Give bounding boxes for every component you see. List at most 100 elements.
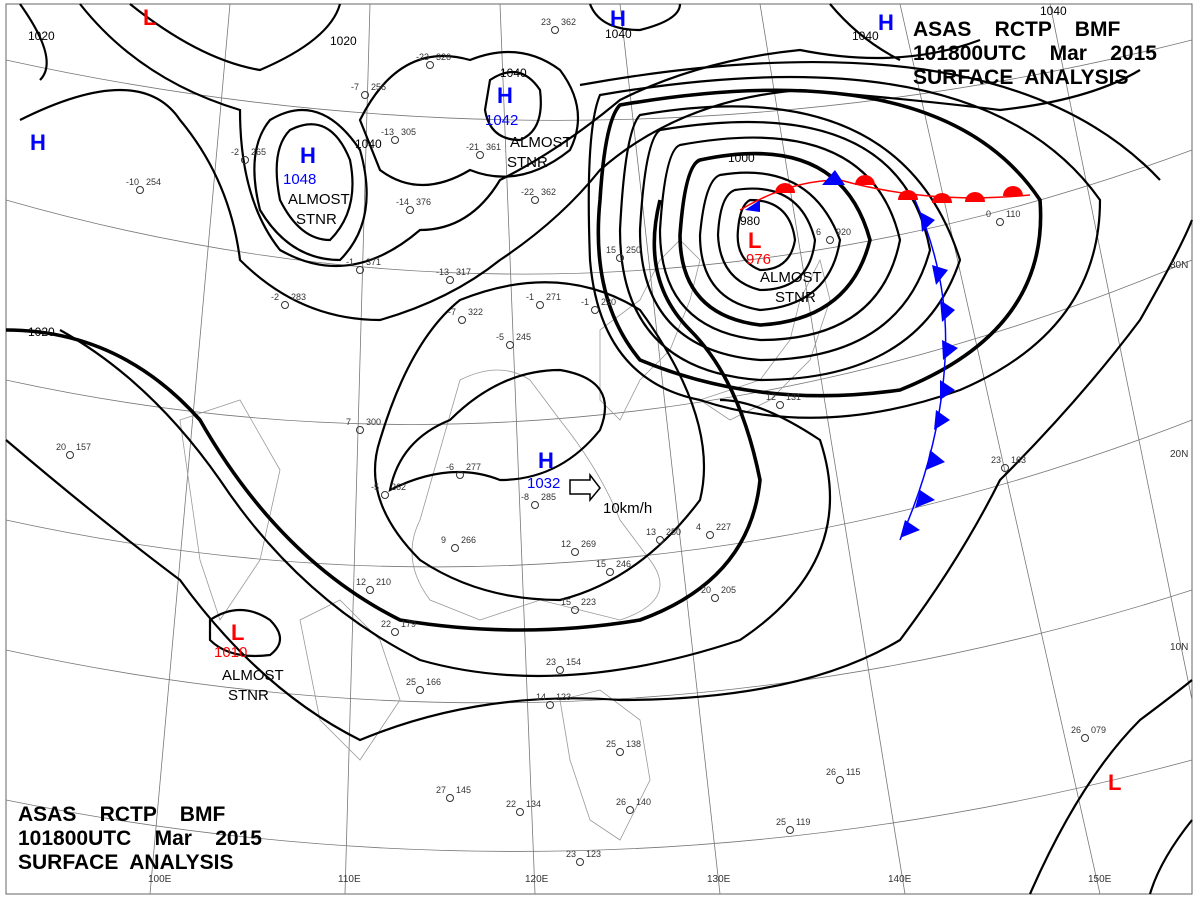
- high-center-value: 1048: [283, 171, 316, 188]
- station-pressure: 254: [146, 177, 161, 187]
- station-temperature: -5: [496, 332, 504, 342]
- station-pressure: 285: [541, 492, 556, 502]
- longitude-label: 150E: [1088, 874, 1112, 885]
- station-temperature: 26: [1071, 725, 1081, 735]
- station-circle-icon: [576, 858, 584, 866]
- longitude-label: 140E: [888, 874, 912, 885]
- station-pressure: 262: [391, 482, 406, 492]
- isobar-labels: 1020 1020 1020 1040 1040 1040 1040 1040 …: [28, 4, 1067, 339]
- center-note: ALMOST: [760, 269, 822, 286]
- title-line: SURFACE ANALYSIS: [18, 851, 234, 874]
- station-plot: -23 326: [416, 52, 451, 69]
- station-plot: 23 123: [566, 849, 601, 866]
- latitude-label: 30N: [1170, 260, 1188, 271]
- station-circle-icon: [356, 266, 364, 274]
- station-temperature: 23: [541, 17, 551, 27]
- longitude-label: 130E: [707, 874, 731, 885]
- station-plot: 15 250: [606, 245, 641, 262]
- station-plot: -2 283: [271, 292, 306, 309]
- station-pressure: 283: [291, 292, 306, 302]
- station-circle-icon: [416, 686, 424, 694]
- station-pressure: 322: [468, 307, 483, 317]
- station-temperature: 14: [536, 692, 546, 702]
- warm-front: [739, 175, 1031, 211]
- title-line: 101800UTC Mar 2015: [18, 827, 262, 850]
- center-note: STNR: [775, 289, 816, 306]
- station-pressure: 266: [461, 535, 476, 545]
- isobar-label: 1040: [852, 29, 879, 43]
- station-circle-icon: [711, 594, 719, 602]
- station-temperature: 25: [606, 739, 616, 749]
- station-temperature: -23: [416, 52, 429, 62]
- station-plot: -2 265: [231, 147, 266, 164]
- station-circle-icon: [456, 471, 464, 479]
- longitude-label: 110E: [338, 874, 361, 885]
- station-circle-icon: [391, 628, 399, 636]
- station-plot: 25 119: [776, 817, 810, 834]
- station-plot: -22 362: [521, 187, 556, 204]
- station-circle-icon: [361, 91, 369, 99]
- station-plot: 9 266: [441, 535, 476, 552]
- station-pressure: 256: [371, 82, 386, 92]
- low-center-symbol: L: [748, 228, 761, 253]
- station-temperature: 15: [561, 597, 571, 607]
- station-pressure: 123: [556, 692, 571, 702]
- station-temperature: -5: [371, 482, 379, 492]
- station-pressure: 305: [401, 127, 416, 137]
- isobar-label: 1020: [28, 29, 55, 43]
- latitude-label: 20N: [1170, 449, 1188, 460]
- isobar-label: 1020: [330, 34, 357, 48]
- station-plot: -5 245: [496, 332, 531, 349]
- station-pressure: 110: [1006, 209, 1020, 219]
- station-plot: 12 269: [561, 539, 596, 556]
- station-circle-icon: [571, 606, 579, 614]
- station-plot: -1 271: [526, 292, 561, 309]
- isobars: [5, 3, 1194, 895]
- map-border: [5, 3, 1193, 895]
- station-circle-icon: [836, 776, 844, 784]
- station-temperature: -7: [351, 82, 359, 92]
- station-plot: 23 163: [991, 455, 1026, 472]
- station-circle-icon: [241, 156, 249, 164]
- station-pressure: 376: [416, 197, 431, 207]
- station-circle-icon: [66, 451, 74, 459]
- station-plot: 15 223: [561, 597, 596, 614]
- station-plot: -7 322: [448, 307, 483, 324]
- station-plot: -13 305: [381, 127, 416, 144]
- station-temperature: -1: [346, 257, 354, 267]
- station-pressure: 250: [666, 527, 681, 537]
- station-plot: 0 110: [986, 209, 1020, 226]
- station-temperature: 7: [346, 417, 351, 427]
- station-plot: -14 376: [396, 197, 431, 214]
- movement-speed: 10km/h: [603, 500, 652, 517]
- station-circle-icon: [1001, 464, 1009, 472]
- station-temperature: 25: [406, 677, 416, 687]
- station-circle-icon: [546, 701, 554, 709]
- station-plot: -1 371: [346, 257, 381, 274]
- high-center-symbol: H: [30, 130, 46, 155]
- station-plot: 6 920: [816, 227, 851, 244]
- station-temperature: 22: [381, 619, 391, 629]
- station-pressure: 920: [836, 227, 851, 237]
- station-pressure: 163: [1011, 455, 1026, 465]
- station-temperature: -21: [466, 142, 479, 152]
- station-temperature: 0: [986, 209, 991, 219]
- station-pressure: 123: [586, 849, 601, 859]
- station-pressure: 157: [76, 442, 91, 452]
- station-plot: -13 317: [436, 267, 471, 284]
- station-circle-icon: [656, 536, 664, 544]
- station-circle-icon: [531, 196, 539, 204]
- station-temperature: 12: [561, 539, 571, 549]
- high-center-symbol: H: [610, 6, 626, 31]
- station-pressure: 362: [561, 17, 576, 27]
- station-circle-icon: [551, 26, 559, 34]
- station-pressure: 220: [601, 297, 616, 307]
- low-center-value: 1010: [214, 644, 247, 661]
- high-center-symbol: H: [300, 143, 316, 168]
- station-pressure: 250: [626, 245, 641, 255]
- station-circle-icon: [451, 544, 459, 552]
- station-circle-icon: [826, 236, 834, 244]
- station-temperature: -13: [436, 267, 449, 277]
